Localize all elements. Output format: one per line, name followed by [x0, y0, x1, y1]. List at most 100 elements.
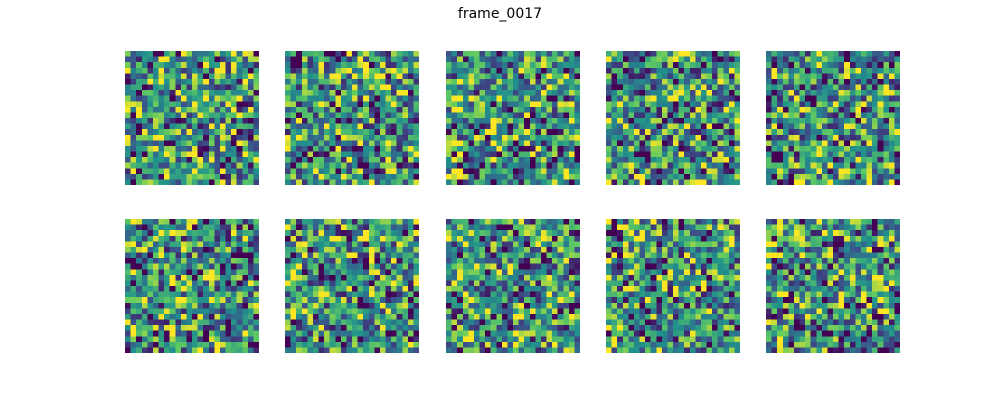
heatmap-cell — [285, 235, 291, 242]
heatmap-cell — [164, 263, 171, 270]
heatmap-cell — [827, 73, 834, 80]
heatmap-cell — [717, 56, 724, 63]
heatmap-cell — [296, 67, 303, 74]
heatmap-cell — [473, 56, 480, 63]
heatmap-cell — [324, 123, 331, 130]
heatmap-cell — [513, 291, 519, 298]
heatmap-cell — [402, 151, 409, 158]
heatmap-cell — [689, 297, 696, 304]
heatmap-cell — [645, 90, 652, 97]
heatmap-cell — [771, 173, 778, 180]
heatmap-cell — [180, 95, 187, 102]
heatmap-cell — [136, 62, 143, 69]
heatmap-cell — [606, 302, 612, 309]
heatmap-cell — [462, 157, 469, 164]
heatmap-cell — [340, 224, 347, 231]
heatmap-cell — [661, 168, 668, 175]
heatmap-cell — [606, 286, 612, 292]
heatmap-cell — [242, 90, 249, 97]
heatmap-cell — [186, 313, 193, 320]
heatmap-cell — [518, 56, 525, 63]
heatmap-cell — [877, 123, 884, 130]
heatmap-cell — [290, 308, 297, 315]
heatmap-cell — [639, 51, 646, 57]
heatmap-cell — [407, 308, 414, 315]
heatmap-cell — [231, 78, 238, 85]
heatmap-cell — [141, 341, 148, 348]
heatmap-cell — [501, 51, 508, 57]
heatmap-cell — [574, 297, 580, 304]
heatmap-cell — [473, 78, 480, 85]
heatmap-cell — [462, 241, 469, 248]
heatmap-cell — [247, 145, 254, 152]
heatmap-cell — [771, 95, 778, 102]
heatmap-cell — [617, 230, 624, 237]
heatmap-cell — [546, 95, 553, 102]
heatmap-cell — [717, 246, 724, 253]
heatmap-cell — [684, 51, 691, 57]
heatmap-cell — [473, 246, 480, 253]
heatmap-cell — [158, 308, 165, 315]
heatmap-cell — [363, 291, 370, 298]
heatmap-cell — [728, 73, 735, 80]
heatmap-cell — [535, 168, 542, 175]
heatmap-cell — [152, 101, 159, 108]
heatmap-cell — [540, 230, 547, 237]
heatmap-cell — [247, 347, 254, 353]
heatmap-cell — [307, 112, 314, 119]
heatmap-cell — [385, 241, 392, 248]
heatmap-cell — [546, 140, 553, 147]
heatmap-cell — [568, 230, 575, 237]
heatmap-cell — [513, 280, 519, 287]
heatmap-cell — [844, 151, 851, 158]
heatmap-cell — [141, 219, 148, 225]
heatmap-cell — [169, 347, 176, 353]
heatmap-cell — [661, 106, 668, 113]
heatmap-cell — [552, 263, 559, 270]
heatmap-cell — [296, 347, 303, 353]
heatmap-cell — [695, 168, 702, 175]
heatmap-cell — [357, 84, 364, 91]
heatmap-cell — [446, 134, 452, 141]
heatmap-cell — [777, 62, 784, 69]
heatmap-cell — [557, 129, 564, 136]
heatmap-cell — [860, 179, 867, 185]
heatmap-cell — [782, 95, 789, 102]
heatmap-cell — [457, 241, 464, 248]
heatmap-cell — [849, 145, 856, 152]
heatmap-cell — [208, 145, 215, 152]
heatmap-cell — [468, 51, 475, 57]
heatmap-cell — [563, 241, 570, 248]
heatmap-cell — [821, 51, 828, 57]
heatmap-cell — [473, 90, 480, 97]
heatmap-cell — [164, 347, 171, 353]
heatmap-cell — [462, 101, 469, 108]
heatmap-cell — [782, 129, 789, 136]
heatmap-cell — [169, 168, 176, 175]
heatmap-cell — [568, 241, 575, 248]
heatmap-cell — [236, 219, 243, 225]
heatmap-cell — [169, 95, 176, 102]
heatmap-cell — [513, 252, 519, 259]
heatmap-cell — [673, 151, 679, 158]
heatmap-cell — [611, 51, 618, 57]
heatmap-cell — [318, 101, 325, 108]
heatmap-cell — [479, 280, 486, 287]
heatmap-cell — [335, 274, 342, 281]
heatmap-cell — [574, 140, 580, 147]
heatmap-cell — [540, 269, 547, 276]
heatmap-cell — [312, 106, 319, 113]
heatmap-cell — [639, 246, 646, 253]
heatmap-cell — [855, 56, 862, 63]
heatmap-cell — [402, 224, 409, 231]
heatmap-cell — [324, 319, 331, 326]
heatmap-cell — [479, 308, 486, 315]
heatmap-cell — [557, 224, 564, 231]
heatmap-cell — [717, 62, 724, 69]
heatmap-cell — [462, 62, 469, 69]
heatmap-cell — [894, 179, 900, 185]
heatmap-cell — [540, 297, 547, 304]
heatmap-cell — [197, 325, 204, 332]
heatmap-cell — [633, 274, 640, 281]
heatmap-cell — [507, 297, 514, 304]
